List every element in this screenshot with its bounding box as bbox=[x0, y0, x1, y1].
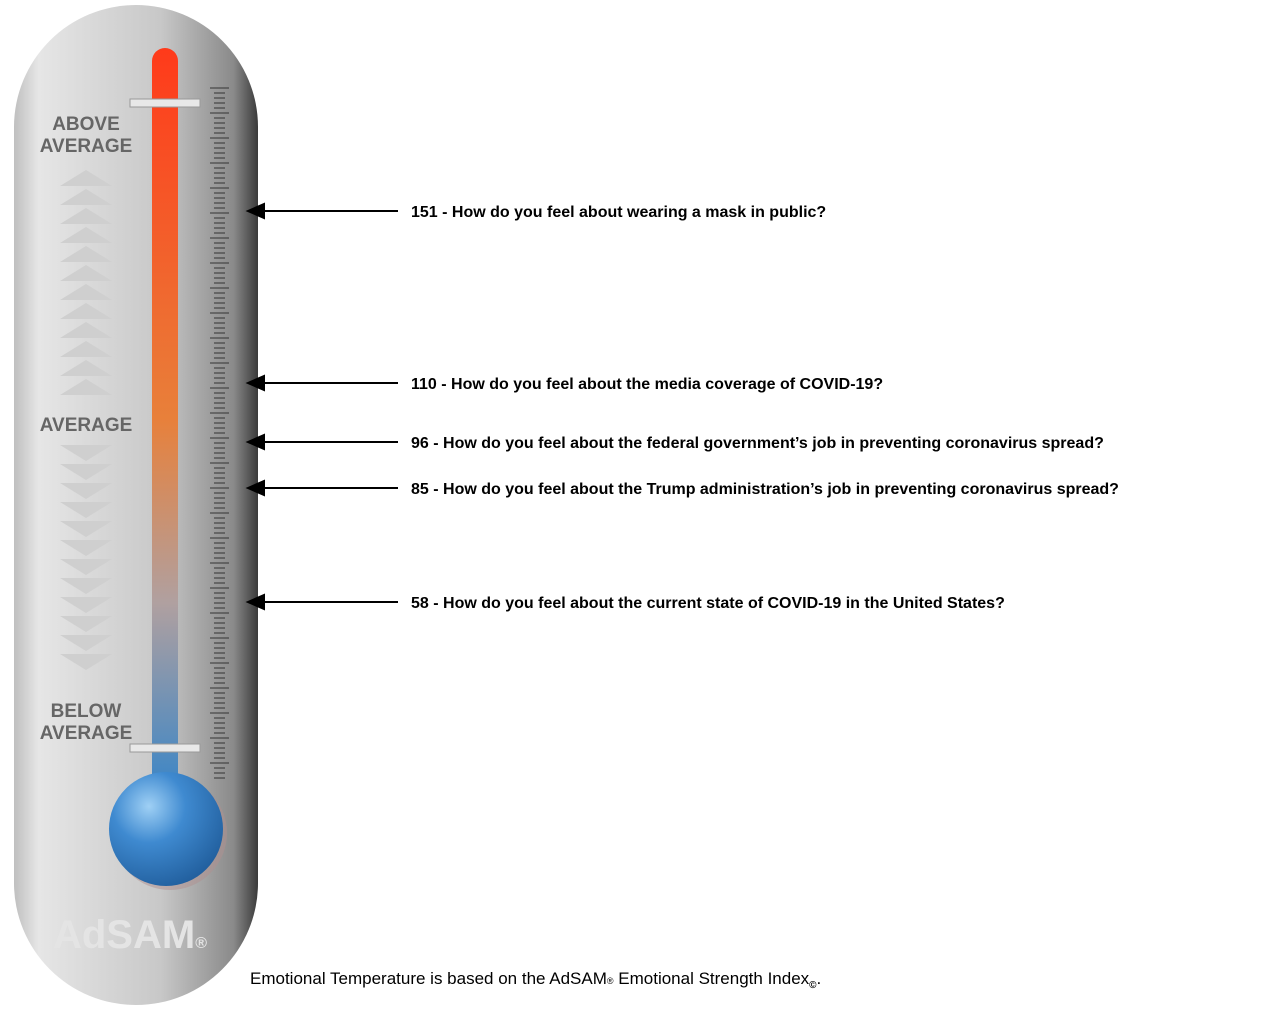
chevron-up bbox=[60, 227, 112, 243]
zone-label: BELOW bbox=[51, 701, 122, 722]
chevron-down bbox=[60, 635, 112, 651]
scale bbox=[210, 87, 229, 779]
brand: AdSAM® bbox=[53, 913, 207, 957]
chevrons bbox=[60, 170, 112, 670]
chevron-down bbox=[60, 597, 112, 613]
chevron-down bbox=[60, 578, 112, 594]
tube bbox=[152, 48, 178, 788]
clip bbox=[129, 98, 201, 108]
chevron-down bbox=[60, 616, 112, 632]
item-text: 96 - How do you feel about the federal g… bbox=[411, 435, 1104, 452]
chevron-down bbox=[60, 483, 112, 499]
item-text: 58 - How do you feel about the current s… bbox=[411, 595, 1005, 612]
chevron-up bbox=[60, 208, 112, 224]
brand-mark: ® bbox=[195, 935, 207, 952]
item-text: 85 - How do you feel about the Trump adm… bbox=[411, 481, 1119, 498]
zone-label: AVERAGE bbox=[40, 415, 133, 436]
chevron-up bbox=[60, 341, 112, 357]
chevron-down bbox=[60, 540, 112, 556]
zone-label: AVERAGE bbox=[40, 723, 133, 744]
footnote: Emotional Temperature is based on the Ad… bbox=[250, 969, 821, 991]
chevron-down bbox=[60, 559, 112, 575]
footnote-text: Emotional Temperature is based on the Ad… bbox=[250, 969, 607, 988]
chevron-up bbox=[60, 284, 112, 300]
arrows bbox=[245, 202, 398, 611]
zone-label: AVERAGE bbox=[40, 136, 133, 157]
footnote-mark: ® bbox=[607, 976, 614, 986]
chevron-up bbox=[60, 303, 112, 319]
chevron-up bbox=[60, 265, 112, 281]
footnote-text: . bbox=[817, 969, 822, 988]
chevron-down bbox=[60, 502, 112, 518]
chevron-up bbox=[60, 189, 112, 205]
chevron-up bbox=[60, 246, 112, 262]
footnote-mark: © bbox=[809, 980, 817, 991]
chevron-up bbox=[60, 379, 112, 395]
chevron-up bbox=[60, 322, 112, 338]
chevron-up bbox=[60, 170, 112, 186]
zone-label: ABOVE bbox=[52, 114, 120, 135]
chevron-down bbox=[60, 445, 112, 461]
clip bbox=[129, 743, 201, 753]
footnote-text: Emotional Strength Index bbox=[614, 969, 810, 988]
brand-name: AdSAM bbox=[53, 913, 195, 957]
bulb bbox=[109, 772, 223, 886]
item-text: 151 - How do you feel about wearing a ma… bbox=[411, 204, 826, 221]
chevron-down bbox=[60, 521, 112, 537]
chevron-down bbox=[60, 654, 112, 670]
chevron-up bbox=[60, 360, 112, 376]
item-text: 110 - How do you feel about the media co… bbox=[411, 376, 883, 393]
chevron-down bbox=[60, 464, 112, 480]
